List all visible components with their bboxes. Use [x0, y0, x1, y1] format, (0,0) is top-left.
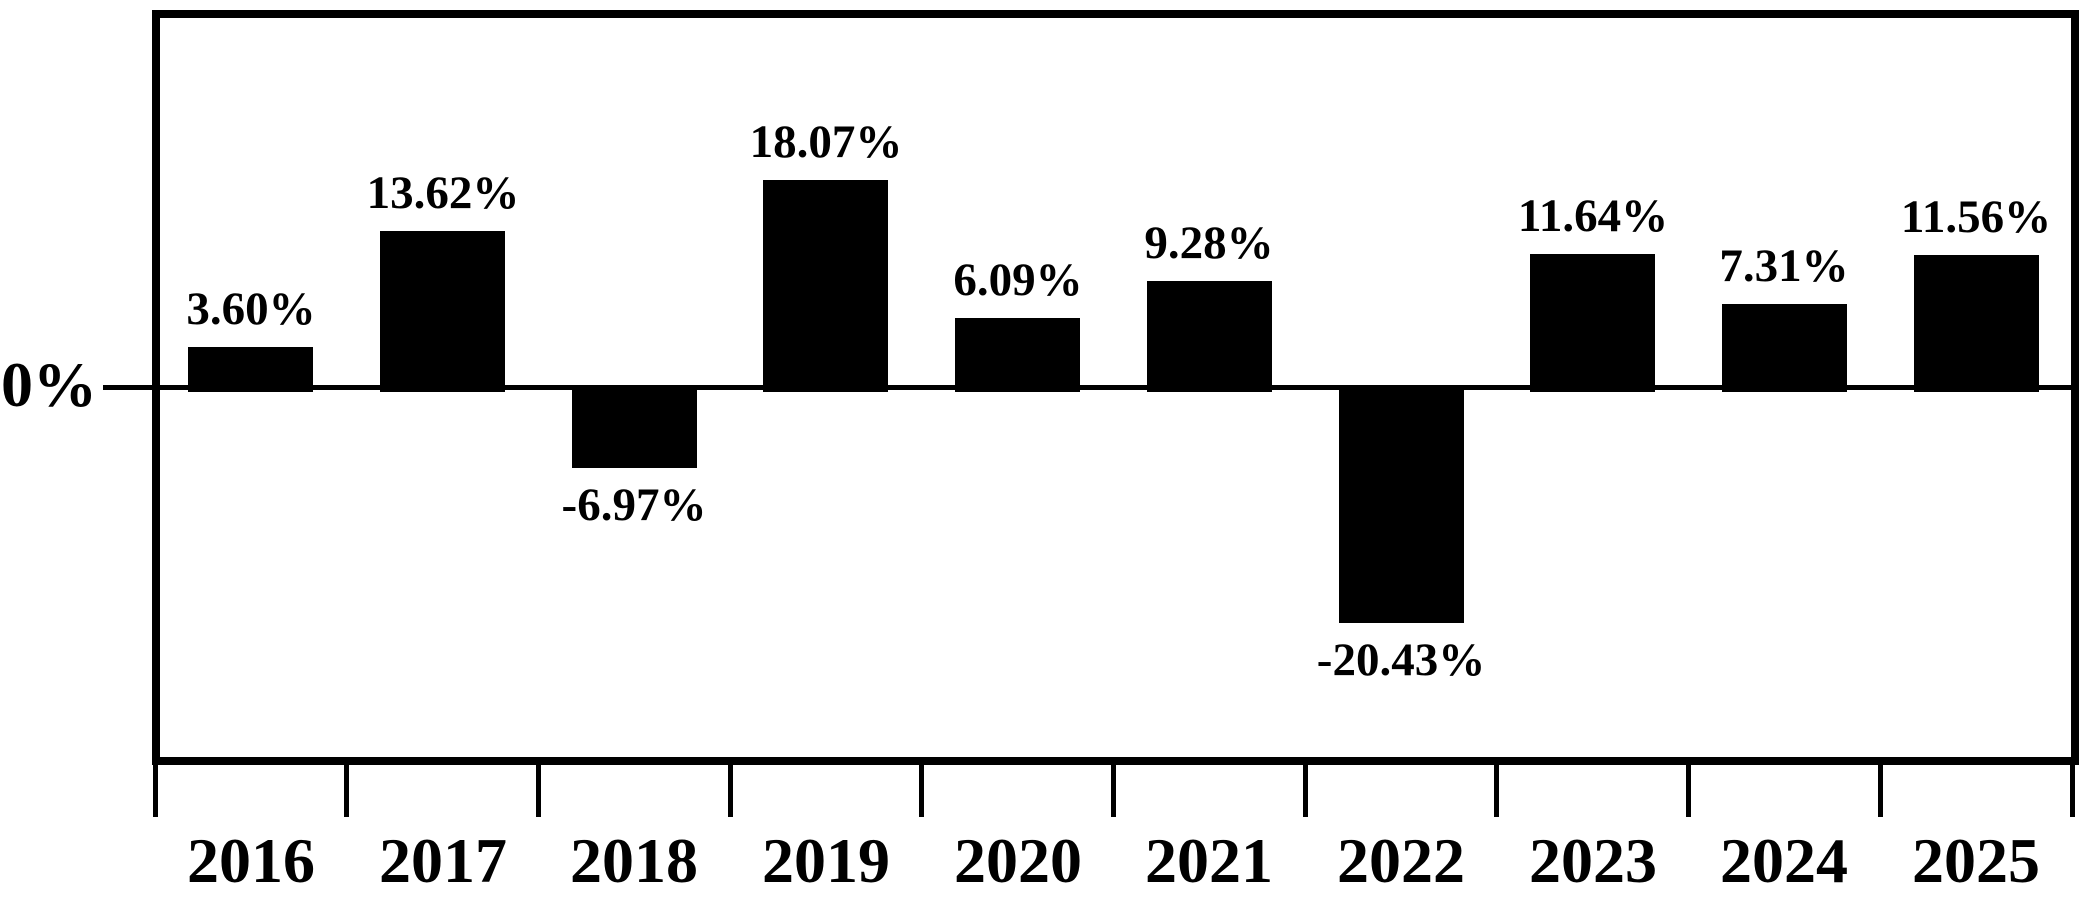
bar-2023: [1530, 254, 1655, 392]
x-axis-tick: [1686, 765, 1691, 817]
zero-axis-tick: [103, 385, 155, 390]
x-axis-tick: [536, 765, 541, 817]
x-axis-tick: [2070, 765, 2075, 817]
x-axis-tick: [728, 765, 733, 817]
x-axis-tick: [1303, 765, 1308, 817]
zero-baseline: [158, 385, 2074, 390]
bar-value-label-2019: 18.07%: [749, 116, 903, 168]
x-axis-tick: [344, 765, 349, 817]
x-axis-label-2017: 2017: [379, 825, 507, 896]
bar-2022: [1339, 386, 1464, 623]
bar-value-label-2020: 6.09%: [953, 254, 1083, 306]
bar-2018: [572, 386, 697, 468]
x-axis-label-2024: 2024: [1720, 825, 1848, 896]
bar-value-label-2016: 3.60%: [186, 283, 316, 335]
x-axis-label-2020: 2020: [954, 825, 1082, 896]
bar-value-label-2024: 7.31%: [1719, 240, 1849, 292]
bar-2016: [188, 347, 313, 392]
bar-value-label-2018: -6.97%: [561, 479, 707, 531]
x-axis-label-2018: 2018: [570, 825, 698, 896]
bar-2017: [380, 231, 505, 392]
x-axis-label-2021: 2021: [1145, 825, 1273, 896]
bar-2020: [955, 318, 1080, 392]
x-axis-tick: [1111, 765, 1116, 817]
bar-value-label-2017: 13.62%: [366, 167, 520, 219]
bar-2024: [1722, 304, 1847, 392]
x-axis-tick: [1494, 765, 1499, 817]
x-axis-label-2022: 2022: [1337, 825, 1465, 896]
zero-axis-label: 0%: [1, 349, 97, 420]
bar-value-label-2023: 11.64%: [1517, 190, 1669, 242]
x-axis-tick: [1878, 765, 1883, 817]
x-axis-label-2019: 2019: [762, 825, 890, 896]
x-axis-label-2016: 2016: [187, 825, 315, 896]
bar-2021: [1147, 281, 1272, 392]
bar-2025: [1914, 255, 2039, 392]
bar-2019: [763, 180, 888, 392]
x-axis-tick: [153, 765, 158, 817]
x-axis-label-2023: 2023: [1529, 825, 1657, 896]
x-axis-tick: [919, 765, 924, 817]
x-axis-label-2025: 2025: [1912, 825, 2040, 896]
bar-value-label-2022: -20.43%: [1316, 634, 1486, 686]
bar-value-label-2021: 9.28%: [1144, 217, 1274, 269]
bar-value-label-2025: 11.56%: [1900, 191, 2052, 243]
